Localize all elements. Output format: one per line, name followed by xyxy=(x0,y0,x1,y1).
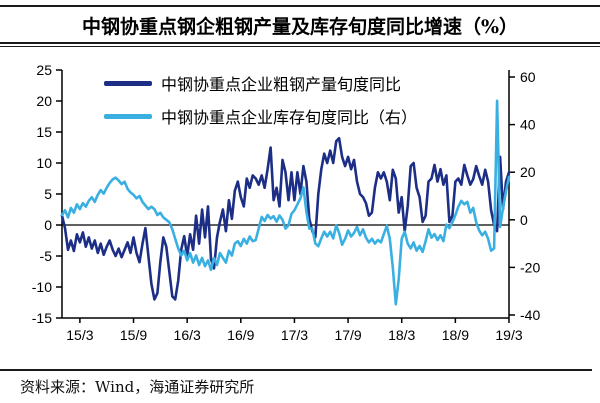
title-divider-thick xyxy=(0,42,600,44)
left-axis-tick-label: -15 xyxy=(32,310,52,326)
x-axis-tick-label: 15/9 xyxy=(120,327,147,343)
legend-label-inventory: 中钢协重点企业库存旬度同比（右） xyxy=(161,108,418,127)
left-axis-tick-label: -10 xyxy=(32,279,52,295)
left-axis-tick-label: -5 xyxy=(40,248,53,264)
x-axis-tick-label: 15/3 xyxy=(66,327,93,343)
right-axis-tick-label: 60 xyxy=(520,69,536,85)
x-axis-tick-label: 18/3 xyxy=(388,327,415,343)
left-axis-tick-label: 20 xyxy=(36,93,52,109)
right-axis-tick-label: -40 xyxy=(520,307,540,323)
chart-title: 中钢协重点钢企粗钢产量及库存旬度同比增速（%） xyxy=(81,16,519,38)
left-axis-tick-label: 10 xyxy=(36,155,52,171)
left-axis-tick-label: 25 xyxy=(36,62,52,78)
inventory-series-line xyxy=(60,99,511,306)
source-divider xyxy=(0,369,592,371)
inventory-line-swatch xyxy=(104,113,152,119)
top-rule xyxy=(0,5,600,7)
right-axis-tick-label: 20 xyxy=(520,164,536,180)
legend: 中钢协重点企业粗钢产量旬度同比 中钢协重点企业库存旬度同比（右） xyxy=(104,72,417,138)
legend-label-production: 中钢协重点企业粗钢产量旬度同比 xyxy=(161,75,402,94)
production-line-swatch xyxy=(104,80,152,86)
legend-item-inventory: 中钢协重点企业库存旬度同比（右） xyxy=(104,105,417,127)
left-axis-tick-label: 0 xyxy=(44,217,52,233)
legend-item-production: 中钢协重点企业粗钢产量旬度同比 xyxy=(104,72,417,94)
left-axis-tick-label: 5 xyxy=(44,186,52,202)
x-axis-tick-label: 18/9 xyxy=(442,327,469,343)
source-note: 资料来源：Wind，海通证券研究所 xyxy=(20,378,255,396)
x-axis-tick-label: 19/3 xyxy=(495,327,522,343)
left-axis-tick-label: 15 xyxy=(36,124,52,140)
right-axis-tick-label: -20 xyxy=(520,259,540,275)
title-divider-thin xyxy=(0,46,600,47)
production-series-line xyxy=(60,136,511,301)
x-axis-tick-label: 17/9 xyxy=(334,327,361,343)
x-axis-tick-label: 16/9 xyxy=(227,327,254,343)
right-axis-tick-label: 0 xyxy=(520,212,528,228)
x-axis-tick-label: 17/3 xyxy=(281,327,308,343)
right-axis-tick-label: 40 xyxy=(520,117,536,133)
x-axis-tick-label: 16/3 xyxy=(174,327,201,343)
